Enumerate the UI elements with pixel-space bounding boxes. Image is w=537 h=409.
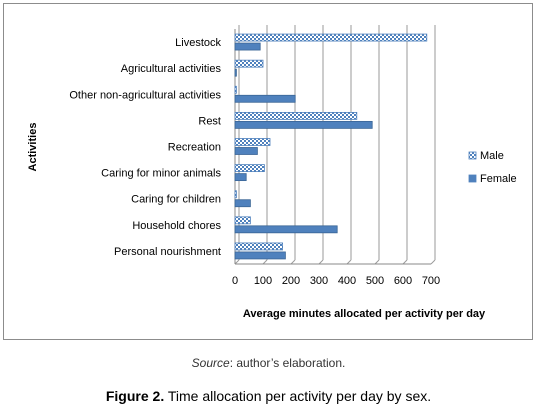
category-label-5: Caring for minor animals <box>101 168 221 180</box>
source-note: Source: author’s elaboration. <box>0 356 537 370</box>
bar-male-3 <box>234 111 358 120</box>
legend-label-female: Female <box>480 173 517 185</box>
x-tick-label-1: 100 <box>254 275 272 287</box>
legend-label-male: Male <box>480 150 504 162</box>
x-tick-label-4: 400 <box>338 275 356 287</box>
x-tick-label-5: 500 <box>366 275 384 287</box>
category-label-7: Household chores <box>132 220 221 232</box>
bar-male-8 <box>234 242 283 251</box>
x-tick-label-3: 300 <box>310 275 328 287</box>
source-label: Source <box>191 356 230 370</box>
bar-female-1 <box>234 68 237 77</box>
bar-male-4 <box>234 138 271 146</box>
source-text: : author’s elaboration. <box>229 356 346 370</box>
category-label-4: Recreation <box>168 142 221 154</box>
bar-male-7 <box>234 216 251 225</box>
category-label-3: Rest <box>198 115 221 127</box>
category-label-2: Other non-agricultural activities <box>69 89 221 101</box>
grid-depth-5 <box>374 259 380 265</box>
bar-male-1 <box>234 59 264 68</box>
chart-frame: Livestock Agricultural activities Other no… <box>3 3 533 340</box>
bar-female-4 <box>234 147 258 155</box>
bar-female-7 <box>234 225 338 234</box>
figure-caption: Figure 2. Time allocation per activity p… <box>0 388 537 404</box>
grid-depth-7 <box>430 259 436 265</box>
bar-female-0 <box>234 42 261 51</box>
x-tick-label-2: 200 <box>282 275 300 287</box>
grid-lines <box>234 25 436 265</box>
legend-swatch-male <box>468 151 477 160</box>
y-axis-title: Activities <box>27 123 39 172</box>
x-tick-labels: 0 100 200 300 400 500 600 700 <box>232 275 440 287</box>
bar-male-5 <box>234 164 265 173</box>
bar-female-8 <box>234 251 286 260</box>
bar-male-6 <box>234 190 237 199</box>
grid-depth-1 <box>262 259 268 265</box>
x-tick-label-7: 700 <box>422 275 440 287</box>
legend-swatch-female <box>468 174 477 183</box>
grid-depth-3 <box>318 259 324 265</box>
grid-depth-6 <box>402 259 408 265</box>
bar-female-2 <box>234 94 296 103</box>
bars <box>234 33 428 260</box>
grid-depth-2 <box>290 259 296 265</box>
x-axis-title: Average minutes allocated per activity p… <box>243 308 486 320</box>
legend: Male Female <box>468 150 517 185</box>
grid-depth-0 <box>234 259 240 265</box>
grid-depth-4 <box>346 259 352 265</box>
bar-male-0 <box>234 33 428 42</box>
bar-female-6 <box>234 199 251 208</box>
bar-male-2 <box>234 85 237 94</box>
bar-female-3 <box>234 120 373 129</box>
category-label-6: Caring for children <box>131 194 221 206</box>
bar-female-5 <box>234 173 247 182</box>
x-tick-label-6: 600 <box>394 275 412 287</box>
category-label-0: Livestock <box>175 37 221 49</box>
category-label-8: Personal nourishment <box>114 246 221 258</box>
caption-text: Time allocation per activity per day by … <box>164 388 432 404</box>
bar-chart: Livestock Agricultural activities Other no… <box>27 25 517 320</box>
category-labels: Livestock Agricultural activities Other no… <box>69 37 221 258</box>
category-label-1: Agricultural activities <box>121 63 222 75</box>
caption-label: Figure 2. <box>105 388 165 404</box>
x-tick-label-0: 0 <box>232 275 238 287</box>
